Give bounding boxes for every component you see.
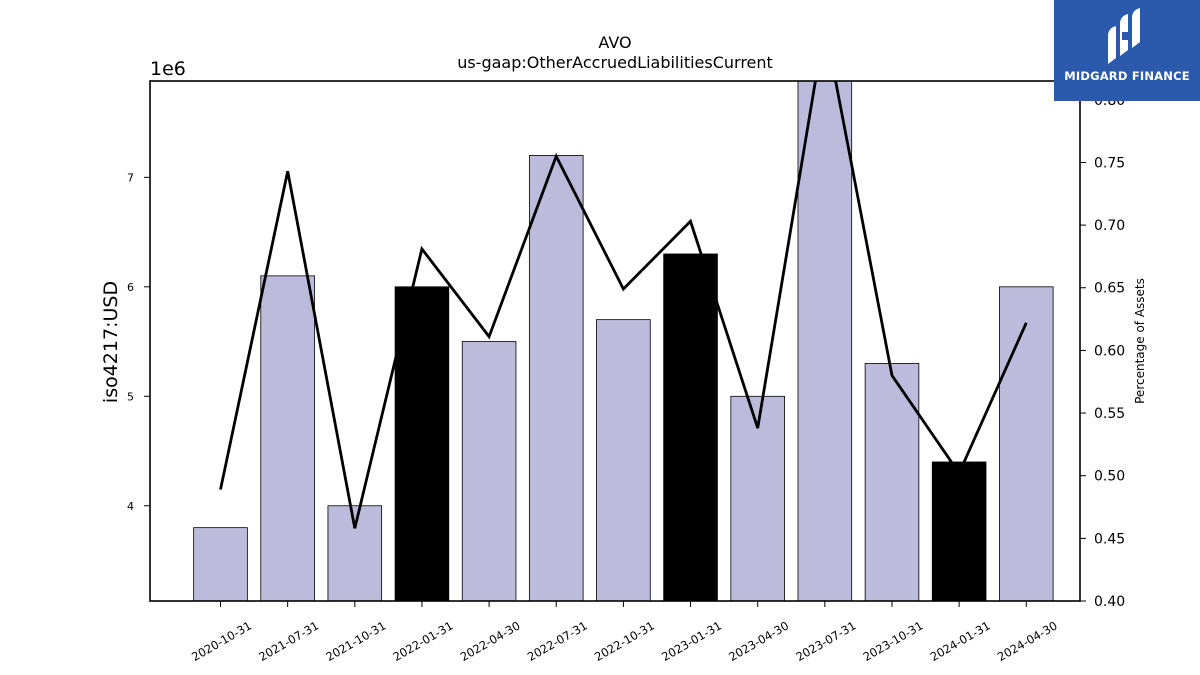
y2-tick-label: 0.65 [1094, 281, 1125, 297]
x-tick-label: 2023-04-30 [726, 618, 791, 664]
y2-tick-label: 0.70 [1094, 218, 1125, 234]
y2-tick-label: 0.55 [1094, 406, 1125, 422]
logo: MIDGARD FINANCE [1054, 0, 1200, 101]
bar-2024-01-31 [931, 461, 987, 601]
bar-series [193, 81, 1054, 601]
y2-axis-label: Percentage of Assets [1133, 278, 1147, 404]
x-tick-label: 2021-10-31 [323, 618, 388, 664]
bar-2022-04-30 [461, 341, 517, 601]
bar-2023-04-30 [730, 395, 785, 601]
bar-2023-01-31 [663, 253, 718, 601]
x-tick-label: 2023-10-31 [861, 618, 926, 664]
x-tick-label: 2024-01-31 [928, 618, 993, 664]
chart-title: AVO [598, 33, 631, 52]
y2-tick-label: 0.40 [1094, 594, 1125, 610]
bar-2022-10-31 [596, 319, 651, 601]
bar-2021-07-31 [260, 275, 315, 601]
x-tick-label: 2021-07-31 [256, 618, 321, 664]
y2-tick-label: 0.60 [1094, 343, 1125, 359]
bar-2023-10-31 [864, 363, 920, 601]
x-tick-label: 2022-10-31 [592, 618, 657, 664]
bar-2024-04-30 [999, 286, 1054, 601]
y-tick-label: 5 [127, 390, 134, 403]
bar-2022-07-31 [528, 155, 584, 601]
x-tick-label: 2024-04-30 [995, 618, 1060, 664]
x-tick-label: 2022-07-31 [525, 618, 590, 664]
y-offset-label: 1e6 [150, 58, 186, 80]
y-tick-label: 6 [127, 281, 134, 294]
bar-2023-07-31 [797, 81, 853, 601]
y2-tick-label: 0.75 [1094, 155, 1125, 171]
bar-2020-10-31 [193, 527, 248, 601]
y-tick-label: 7 [127, 171, 134, 184]
x-tick-label: 2022-04-30 [458, 618, 523, 664]
logo-mark-icon [1108, 8, 1140, 64]
logo-text: MIDGARD FINANCE [1064, 69, 1190, 83]
percentage-line [219, 81, 1028, 529]
y-axis-label: iso4217:USD [100, 281, 122, 403]
x-tick-label: 2022-01-31 [391, 618, 456, 664]
plot-frame [149, 80, 1081, 602]
x-tick-label: 2023-07-31 [793, 618, 858, 664]
y2-tick-label: 0.50 [1094, 469, 1125, 485]
chart-subtitle: us-gaap:OtherAccruedLiabilitiesCurrent [457, 53, 773, 72]
x-tick-label: 2023-01-31 [659, 618, 724, 664]
bar-2022-01-31 [394, 286, 450, 601]
bar-2021-10-31 [327, 505, 383, 601]
y2-tick-label: 0.45 [1094, 531, 1125, 547]
line-series [219, 81, 1028, 529]
y-tick-label: 4 [127, 500, 134, 513]
x-tick-label: 2020-10-31 [189, 618, 254, 664]
